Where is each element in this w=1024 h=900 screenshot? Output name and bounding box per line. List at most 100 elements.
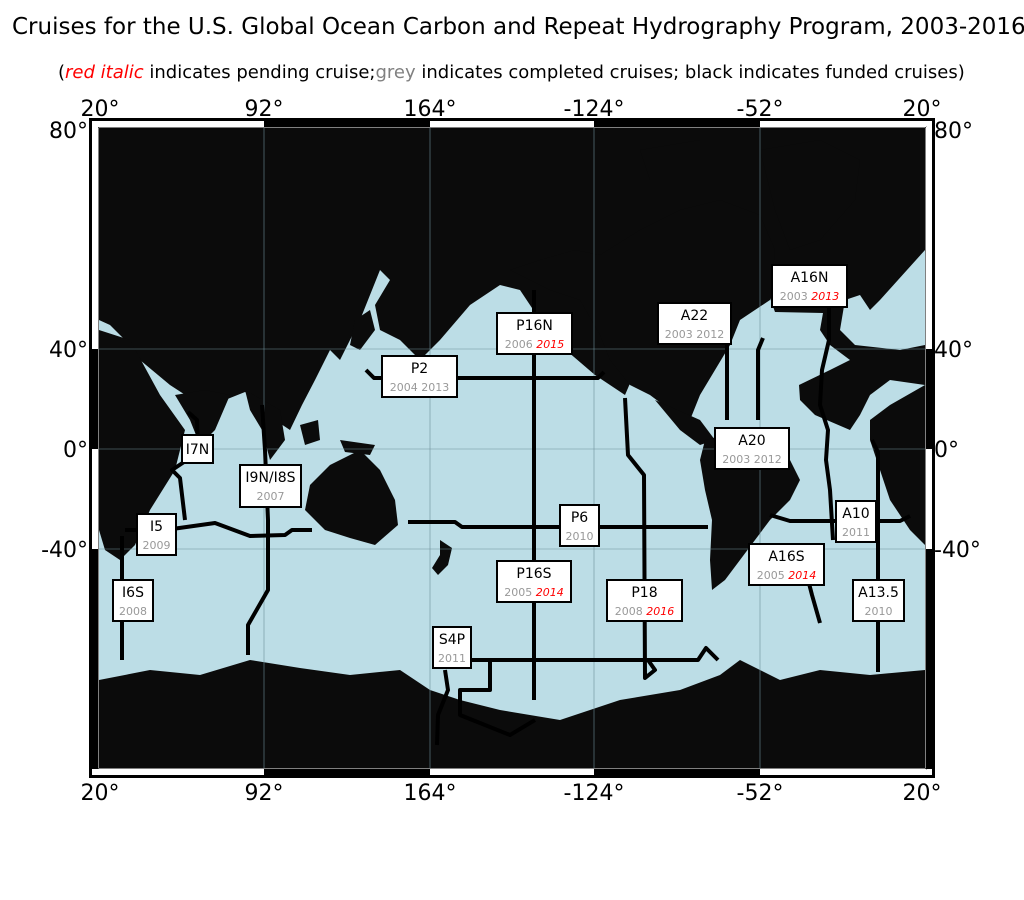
- borneo-land: [300, 420, 320, 445]
- cruise-name: A16S: [768, 549, 804, 565]
- cruise-years: 2003 2012: [722, 453, 782, 466]
- cruise-label-box: [496, 312, 573, 355]
- cruise-label-box: [136, 513, 177, 556]
- cruise-label-box: [852, 579, 905, 622]
- cruise-label-box: [559, 504, 600, 547]
- tick-left-1: 40°: [49, 338, 88, 363]
- cruise-label-box: [112, 579, 154, 622]
- cruise-years: 2011: [438, 652, 466, 665]
- cruise-label-box: [181, 434, 214, 464]
- cruise-years: 2003 2013: [780, 290, 840, 303]
- tick-top-3: -124°: [564, 97, 625, 122]
- tick-left-2: 0°: [63, 438, 88, 463]
- cruise-label-box: [606, 579, 683, 622]
- tick-top-1: 92°: [245, 97, 284, 122]
- cruise-year-completed: 2007: [257, 490, 285, 503]
- cruise-year-completed: 2003: [780, 290, 808, 303]
- cruise-year-pending: 2015: [533, 338, 565, 351]
- cruise-label-i5: I5 2009: [136, 513, 177, 556]
- tick-right-3: -40°: [934, 538, 981, 563]
- cruise-year-completed: 2011: [842, 526, 870, 539]
- cruise-label-box: [239, 464, 302, 508]
- track-p18: [623, 397, 657, 680]
- cruise-name: P2: [411, 361, 428, 377]
- australia-land: [305, 450, 398, 545]
- cruise-years: 2006 2015: [505, 338, 565, 351]
- greenland-land: [760, 140, 860, 250]
- tick-right-0: 80°: [934, 119, 973, 144]
- japan-land: [350, 310, 375, 350]
- legend-line: (red italic indicates pending cruise;gre…: [58, 62, 965, 83]
- cruise-label-p16n: P16N 2006 2015: [496, 312, 573, 355]
- cruise-name: P6: [571, 510, 588, 526]
- cruise-year-pending: 2013: [808, 290, 840, 303]
- cruise-year-completed: 2012: [693, 328, 725, 341]
- cruise-year-completed: 2004: [390, 381, 418, 394]
- africa-land: [99, 330, 185, 560]
- cruise-label-box: [748, 543, 825, 586]
- cruise-label-box: [657, 302, 732, 345]
- central-america-land: [655, 400, 715, 445]
- cruise-year-pending: 2016: [643, 605, 675, 618]
- legend-open-paren: (: [58, 62, 66, 83]
- cruise-year-completed: 2003: [665, 328, 693, 341]
- tick-bottom-3: -124°: [564, 781, 625, 806]
- cruise-name: P16S: [516, 566, 551, 582]
- cruise-year-completed: 2013: [418, 381, 450, 394]
- cruise-label-p18: P18 2008 2016: [606, 579, 683, 622]
- lat-ticks-left: 80° 40° 0° -40°: [41, 119, 88, 563]
- cruise-name: S4P: [439, 632, 465, 648]
- north-america-land: [510, 200, 775, 420]
- cruise-years: 2007: [257, 490, 285, 503]
- tick-right-2: 0°: [934, 438, 959, 463]
- cruise-label-a16s: A16S 2005 2014: [748, 543, 825, 586]
- cruise-year-completed: 2010: [865, 605, 893, 618]
- cruise-name: I5: [150, 519, 163, 535]
- legend-completed-text: indicates completed cruises; black indic…: [415, 62, 965, 83]
- cruise-name: I9N/I8S: [245, 470, 295, 486]
- map-title: Cruises for the U.S. Global Ocean Carbon…: [12, 14, 1024, 40]
- cruise-labels: A16N 2003 2013 A22 2003 2012 P16N 2006 2015 P2…: [112, 264, 905, 669]
- cruise-label-i9n-i8s: I9N/I8S 2007: [239, 464, 302, 508]
- tick-top-5: 20°: [903, 97, 942, 122]
- tick-bottom-1: 92°: [245, 781, 284, 806]
- cruise-label-a13-5: A13.5 2010: [852, 579, 905, 622]
- cruise-label-p6: P6 2010: [559, 504, 600, 547]
- cruise-label-p2: P2 2004 2013: [381, 355, 458, 398]
- europe-africa-east: [870, 385, 925, 545]
- tick-bottom-0: 20°: [81, 781, 120, 806]
- cruise-year-completed: 2011: [438, 652, 466, 665]
- track-s4p-east: [458, 660, 537, 737]
- cruise-label-box: [771, 264, 848, 308]
- cruise-label-box: [496, 560, 572, 603]
- cruise-year-completed: 2005: [504, 586, 532, 599]
- cruise-year-completed: 2008: [119, 605, 147, 618]
- cruise-label-a10: A10 2011: [835, 500, 877, 543]
- cruise-years: 2008 2016: [615, 605, 675, 618]
- tick-top-4: -52°: [737, 97, 784, 122]
- cruise-name: I7N: [186, 442, 210, 458]
- cruise-label-box: [381, 355, 458, 398]
- tick-top-0: 20°: [81, 97, 120, 122]
- lat-ticks-right: 80° 40° 0° -40°: [934, 119, 981, 563]
- cruise-years: 2003 2012: [665, 328, 725, 341]
- cruise-name: I6S: [122, 585, 144, 601]
- track-i9n-i8s: [246, 404, 270, 655]
- landmasses: [99, 128, 925, 768]
- cruise-label-a22: A22 2003 2012: [657, 302, 732, 345]
- cruise-years: 2010: [566, 530, 594, 543]
- legend-pending-text: indicates pending cruise;: [143, 62, 376, 83]
- tick-bottom-4: -52°: [737, 781, 784, 806]
- cruise-label-s4p: S4P 2011: [432, 626, 472, 669]
- india-land: [175, 390, 230, 445]
- cruise-year-pending: 2014: [785, 569, 817, 582]
- track-a20: [756, 337, 765, 420]
- cruise-name: A16N: [791, 270, 829, 286]
- antarctica-land: [99, 660, 925, 768]
- cruise-years: 2011: [842, 526, 870, 539]
- lon-ticks-top: 20° 92° 164° -124° -52° 20°: [81, 97, 942, 122]
- cruise-years: 2008: [119, 605, 147, 618]
- tick-left-3: -40°: [41, 538, 88, 563]
- cruise-year-completed: 2003: [722, 453, 750, 466]
